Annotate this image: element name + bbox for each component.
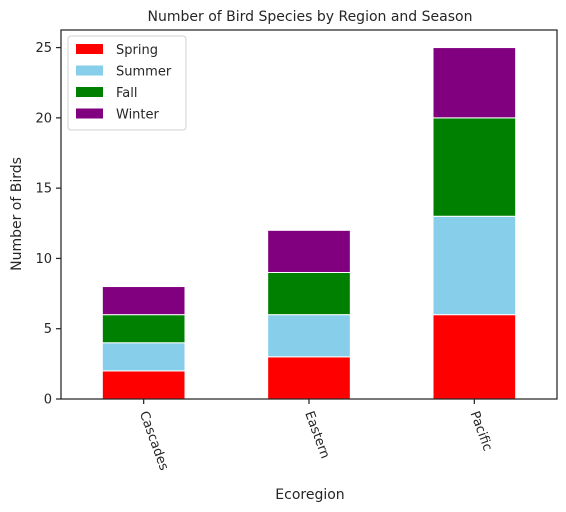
bar-spring-pacific xyxy=(432,314,517,400)
x-tick-label-pacific: Pacific xyxy=(467,409,495,453)
bar-fall-pacific xyxy=(432,117,517,217)
bar-summer-pacific xyxy=(432,215,517,316)
x-tick-label-cascades: Cascades xyxy=(136,409,171,473)
legend-label-summer: Summer xyxy=(116,65,172,80)
x-tick-label-eastern: Eastern xyxy=(301,409,332,461)
y-tick-label: 15 xyxy=(35,182,52,197)
bar-winter-eastern xyxy=(267,229,351,273)
y-tick-label: 25 xyxy=(35,41,52,56)
legend-label-spring: Spring xyxy=(116,43,158,58)
bar-fall-cascades xyxy=(101,314,186,344)
bar-spring-eastern xyxy=(267,356,351,400)
bar-summer-eastern xyxy=(267,314,351,358)
bar-spring-cascades xyxy=(101,370,186,400)
legend-swatch-summer xyxy=(76,65,103,76)
x-axis-ticks: Cascades Eastern Pacific xyxy=(136,399,495,473)
y-tick-label: 20 xyxy=(35,111,52,126)
y-tick-label: 0 xyxy=(44,393,52,408)
legend-swatch-fall xyxy=(76,87,103,97)
y-axis-label: Number of Birds xyxy=(9,157,25,271)
bar-fall-eastern xyxy=(267,271,351,316)
legend-frame xyxy=(67,35,187,131)
plot-frame xyxy=(60,29,558,400)
bar-summer-cascades xyxy=(101,342,186,372)
x-axis-label: Ecoregion xyxy=(275,487,344,503)
y-axis-ticks: 0 5 10 15 20 25 xyxy=(35,41,61,408)
bar-winter-cascades xyxy=(101,286,186,316)
legend-label-fall: Fall xyxy=(116,86,137,101)
y-tick-label: 10 xyxy=(35,252,52,267)
legend: Spring Summer Fall Winter xyxy=(67,35,187,131)
bar-winter-pacific xyxy=(432,47,517,119)
legend-swatch-winter xyxy=(76,108,103,119)
chart-title: Number of Bird Species by Region and Sea… xyxy=(148,9,473,25)
bars-group xyxy=(101,47,517,400)
legend-swatch-spring xyxy=(76,44,103,54)
legend-label-winter: Winter xyxy=(116,108,160,123)
y-tick-label: 5 xyxy=(44,322,52,337)
